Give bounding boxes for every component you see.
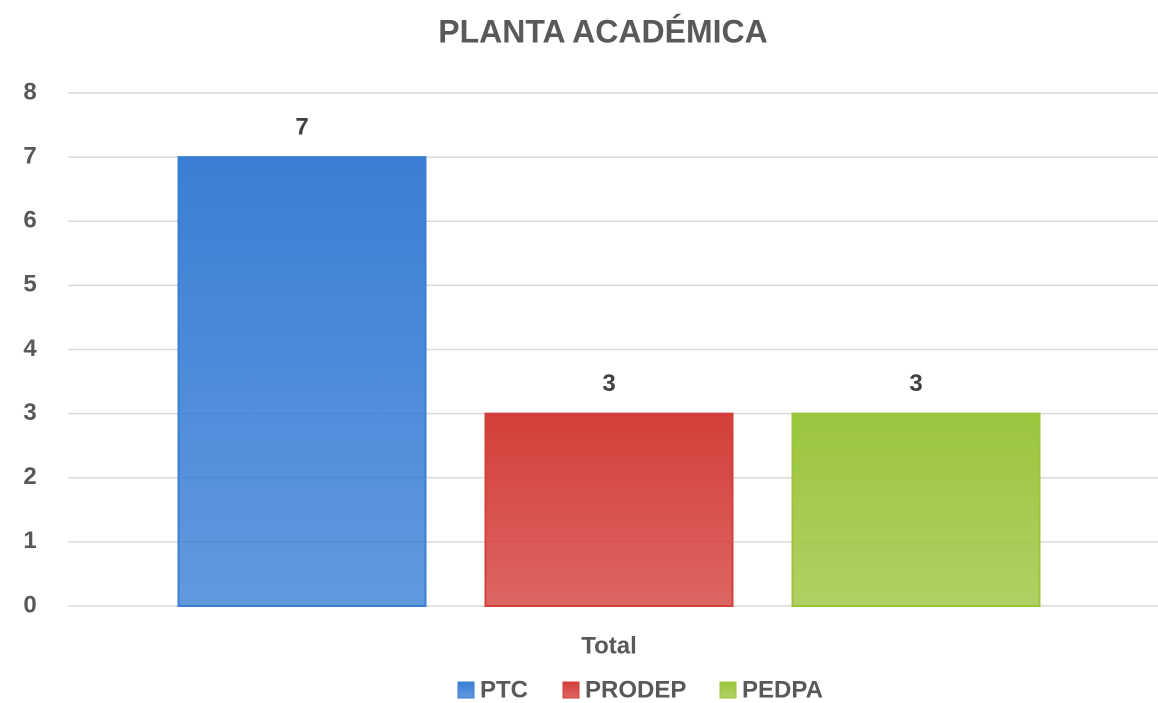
y-tick-label: 7 (23, 142, 36, 169)
y-tick-label: 1 (23, 527, 36, 554)
legend-label: PRODEP (585, 676, 686, 703)
y-tick-label: 5 (23, 271, 36, 298)
y-tick-label: 2 (23, 463, 36, 490)
y-tick-label: 8 (23, 78, 36, 105)
chart-title: PLANTA ACADÉMICA (438, 13, 767, 49)
legend-label: PTC (480, 676, 528, 703)
bar (484, 412, 734, 607)
y-tick-label: 4 (23, 335, 37, 362)
bar (791, 412, 1041, 607)
bar (177, 156, 427, 607)
y-tick-label: 3 (23, 399, 36, 426)
legend-swatch (719, 681, 737, 699)
data-label: 3 (909, 370, 922, 397)
data-label: 3 (602, 370, 615, 397)
y-tick-label: 6 (23, 207, 36, 234)
y-tick-label: 0 (23, 591, 36, 618)
data-label: 7 (295, 113, 308, 140)
x-tick-label: Total (581, 632, 637, 659)
legend-swatch (457, 681, 475, 699)
legend-swatch (562, 681, 580, 699)
legend-label: PEDPA (742, 676, 823, 703)
